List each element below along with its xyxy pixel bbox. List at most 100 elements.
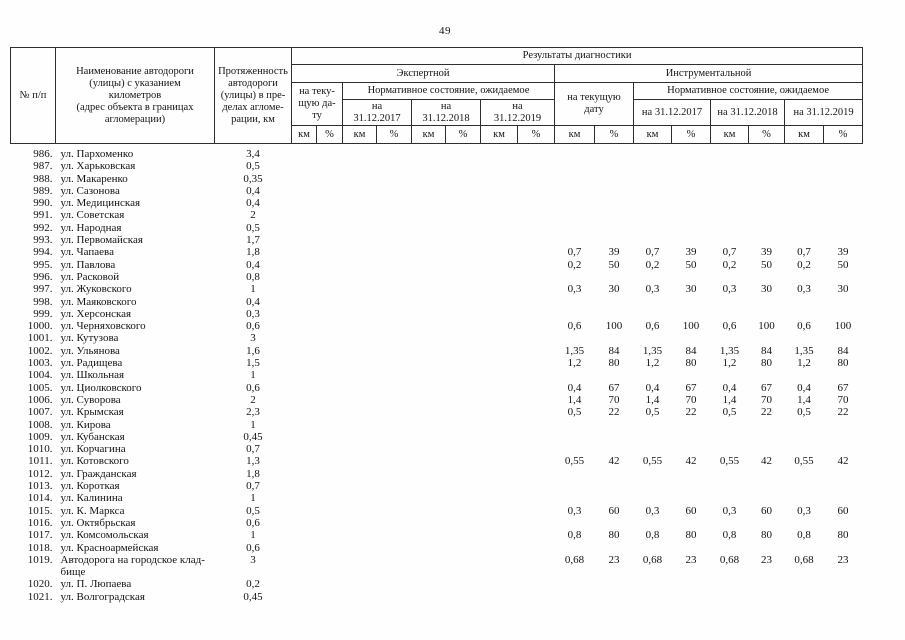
row-number: 1007. bbox=[27, 406, 53, 419]
instrumental-pct-value bbox=[749, 443, 785, 455]
expert-value bbox=[377, 283, 412, 295]
expert-value bbox=[446, 222, 481, 234]
expert-value bbox=[481, 320, 518, 332]
instrumental-km-value: 0,6 bbox=[645, 320, 660, 333]
expert-value bbox=[317, 234, 343, 246]
expert-value bbox=[292, 431, 317, 443]
expert-value bbox=[317, 505, 343, 517]
row-number: 1020. bbox=[27, 578, 53, 591]
expert-value bbox=[377, 332, 412, 344]
instrumental-pct-value: 80 bbox=[761, 529, 772, 542]
expert-value bbox=[412, 431, 446, 443]
length-value: 0,2 bbox=[246, 578, 260, 591]
expert-value bbox=[446, 554, 481, 579]
length-value: 1,7 bbox=[246, 234, 260, 247]
instrumental-km-value bbox=[634, 431, 672, 443]
instrumental-pct-value bbox=[749, 591, 785, 603]
instrumental-km-value: 0,7 bbox=[722, 246, 737, 259]
expert-value bbox=[292, 542, 317, 554]
table-row: 1007. ул. Крымская 2,3 0,5 22 0,5 22 0,5 22 0,5 22 bbox=[11, 406, 863, 418]
instrumental-km-value: 0,68 bbox=[794, 553, 814, 566]
table-row: 1002. ул. Ульянова 1,6 1,35 84 1,35 84 1,35 84 1,… bbox=[11, 345, 863, 357]
instrumental-km-value bbox=[555, 419, 595, 431]
expert-value bbox=[377, 259, 412, 271]
expert-value bbox=[518, 468, 555, 480]
table-row: 1018. ул. Красноармейская 0,6 bbox=[11, 542, 863, 554]
header-instrumental-2019: на 31.12.2019 bbox=[783, 99, 864, 126]
expert-value bbox=[518, 271, 555, 283]
expert-value bbox=[317, 382, 343, 394]
instrumental-pct-value bbox=[749, 517, 785, 529]
instrumental-km-value: 0,55 bbox=[794, 455, 814, 468]
header-expert-2017: на 31.12.2017 bbox=[342, 99, 412, 126]
expert-value bbox=[317, 308, 343, 320]
expert-value bbox=[377, 197, 412, 209]
expert-value bbox=[481, 222, 518, 234]
table-row: 989. ул. Сазонова 0,4 bbox=[11, 185, 863, 197]
instrumental-pct-value: 84 bbox=[608, 344, 620, 357]
header-km: км bbox=[784, 125, 824, 144]
header-instrumental-current-date: на текущую дату bbox=[554, 82, 634, 126]
expert-value bbox=[292, 246, 317, 258]
expert-value bbox=[343, 591, 377, 603]
header-instrumental-2017: на 31.12.2017 bbox=[633, 99, 711, 126]
header-km: км bbox=[633, 125, 672, 144]
instrumental-km-value bbox=[711, 431, 749, 443]
instrumental-km-value: 0,7 bbox=[645, 246, 660, 259]
instrumental-km-value bbox=[555, 468, 595, 480]
instrumental-km-value bbox=[711, 591, 749, 603]
instrumental-km-value: 1,35 bbox=[564, 344, 585, 357]
expert-value bbox=[412, 185, 446, 197]
instrumental-pct-value bbox=[749, 308, 785, 320]
expert-value bbox=[481, 271, 518, 283]
instrumental-pct-value: 84 bbox=[685, 344, 697, 357]
instrumental-km-value: 0,55 bbox=[642, 455, 663, 468]
instrumental-pct-value: 23 bbox=[837, 553, 849, 566]
expert-value bbox=[481, 357, 518, 369]
expert-value bbox=[317, 222, 343, 234]
expert-value bbox=[481, 185, 518, 197]
header-pct: % bbox=[376, 125, 412, 144]
expert-value bbox=[377, 308, 412, 320]
header-instrumental-2018: на 31.12.2018 bbox=[710, 99, 785, 126]
instrumental-pct-value bbox=[595, 468, 634, 480]
instrumental-km-value bbox=[634, 468, 672, 480]
instrumental-km-value bbox=[555, 578, 595, 590]
expert-value bbox=[446, 234, 481, 246]
row-number: 997. bbox=[33, 283, 53, 296]
length-value: 0,6 bbox=[246, 541, 260, 554]
row-number: 1019. bbox=[27, 553, 53, 566]
instrumental-pct-value: 22 bbox=[837, 406, 849, 419]
instrumental-pct-value: 30 bbox=[608, 283, 620, 296]
instrumental-pct-value bbox=[595, 222, 634, 234]
street-name: ул. Котовского bbox=[60, 455, 129, 468]
instrumental-km-value bbox=[785, 517, 824, 529]
expert-value bbox=[343, 505, 377, 517]
table-row: 1019. Автодорога на городское клад- бище 3… bbox=[11, 554, 863, 579]
instrumental-pct-value bbox=[672, 480, 711, 492]
expert-value bbox=[292, 406, 317, 418]
instrumental-km-value bbox=[785, 431, 824, 443]
header-expert-current-date: на теку- щую да- ту bbox=[291, 82, 343, 126]
expert-value bbox=[412, 505, 446, 517]
expert-value bbox=[412, 234, 446, 246]
expert-value bbox=[292, 455, 317, 467]
instrumental-km-value bbox=[711, 222, 749, 234]
instrumental-pct-value: 67 bbox=[608, 381, 620, 394]
street-name: ул. Первомайская bbox=[60, 234, 143, 247]
instrumental-km-value bbox=[785, 369, 824, 381]
expert-value bbox=[412, 222, 446, 234]
instrumental-km-value bbox=[711, 296, 749, 308]
expert-value bbox=[317, 173, 343, 185]
street-name: ул. Народная bbox=[60, 221, 122, 234]
row-number: 1000. bbox=[27, 320, 53, 333]
instrumental-km-value bbox=[785, 222, 824, 234]
expert-value bbox=[446, 332, 481, 344]
row-number: 1014. bbox=[27, 492, 53, 505]
length-value: 0,6 bbox=[246, 516, 260, 529]
row-number: 1001. bbox=[27, 332, 53, 345]
table-row: 992. ул. Народная 0,5 bbox=[11, 222, 863, 234]
instrumental-km-value bbox=[555, 234, 595, 246]
expert-value bbox=[518, 419, 555, 431]
street-name: ул. Чапаева bbox=[60, 246, 114, 259]
